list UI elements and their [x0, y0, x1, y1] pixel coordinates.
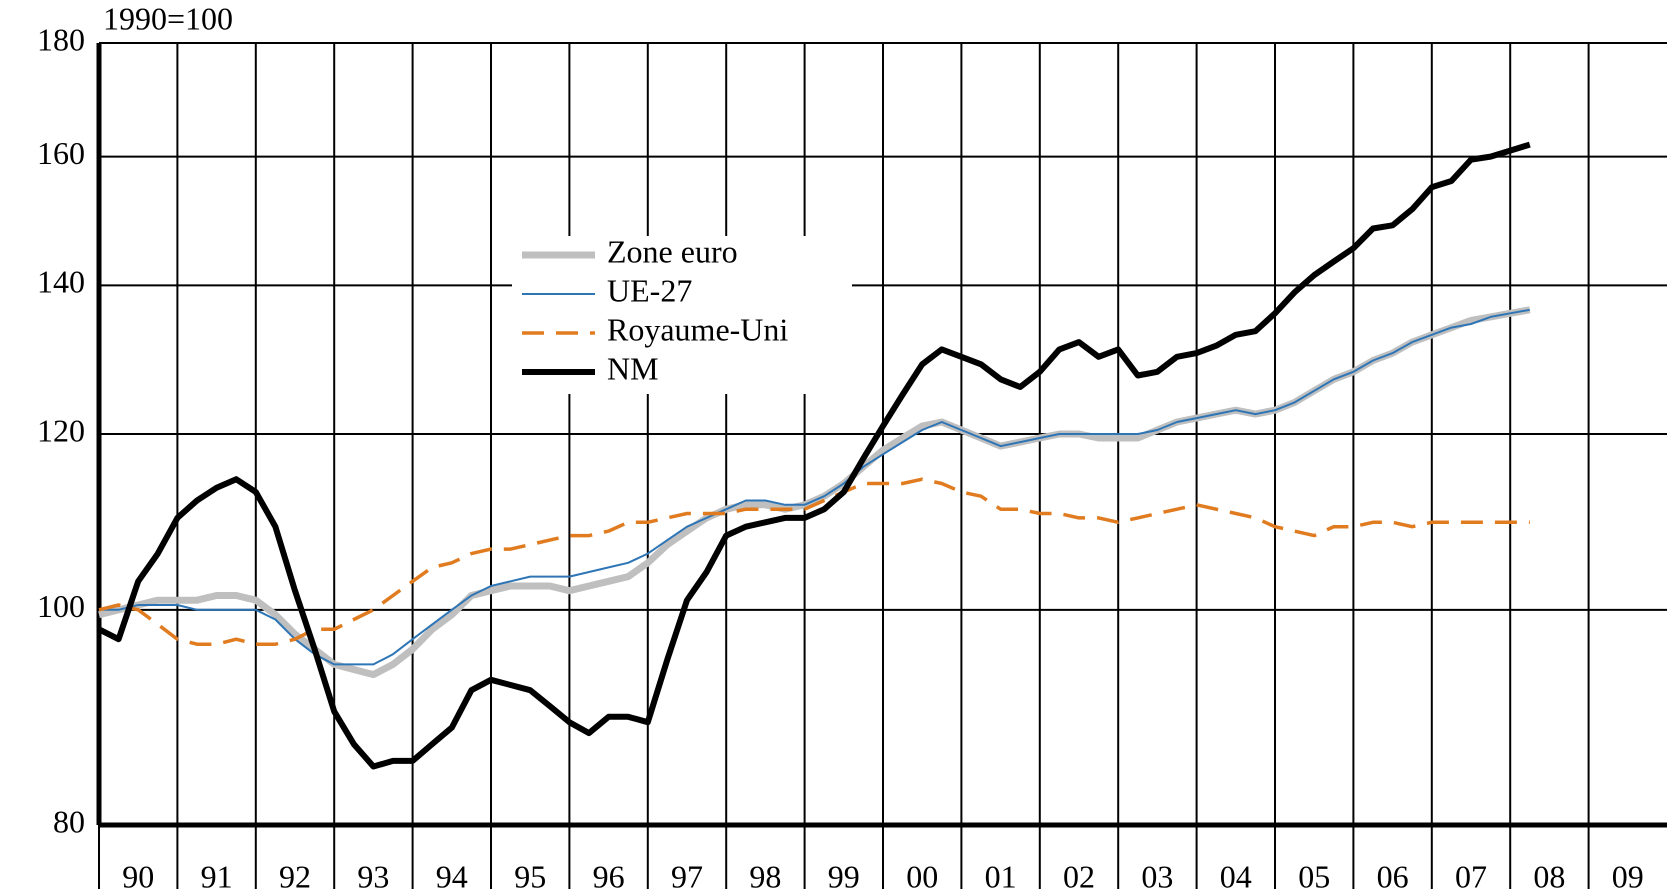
x-tick-label: 01	[985, 858, 1017, 894]
x-tick-label: 90	[122, 858, 154, 894]
y-tick-label: 120	[37, 412, 85, 448]
x-tick-label: 05	[1298, 858, 1330, 894]
series-line	[97, 141, 1531, 770]
x-tick-label: 93	[357, 858, 389, 894]
x-tick-label: 97	[671, 858, 703, 894]
x-tick-label: 03	[1141, 858, 1173, 894]
y-tick-label: 180	[37, 21, 85, 57]
legend-label: UE-27	[607, 272, 692, 308]
x-tick-label: 95	[514, 858, 546, 894]
y-tick-label: 100	[37, 588, 85, 624]
x-tick-label: 04	[1220, 858, 1252, 894]
x-tick-label: 06	[1377, 858, 1409, 894]
y-tick-label: 80	[53, 803, 85, 839]
series-line	[99, 308, 1530, 666]
series-line	[98, 477, 1530, 646]
legend-box	[512, 236, 852, 394]
legend-label: Royaume-Uni	[607, 311, 788, 347]
x-tick-label: 99	[828, 858, 860, 894]
x-tick-label: 08	[1533, 858, 1565, 894]
x-tick-label: 02	[1063, 858, 1095, 894]
x-tick-label: 00	[906, 858, 938, 894]
y-tick-label: 140	[37, 264, 85, 300]
x-tick-label: 92	[279, 858, 311, 894]
legend-label: Zone euro	[607, 233, 738, 269]
legend-label: NM	[607, 350, 659, 386]
y-unit-label: 1990=100	[103, 0, 233, 36]
x-tick-label: 96	[593, 858, 625, 894]
y-tick-label: 160	[37, 135, 85, 171]
x-tick-label: 98	[749, 858, 781, 894]
x-tick-label: 07	[1455, 858, 1487, 894]
x-tick-label: 09	[1612, 858, 1644, 894]
x-tick-label: 94	[436, 858, 468, 894]
x-tick-label: 91	[201, 858, 233, 894]
